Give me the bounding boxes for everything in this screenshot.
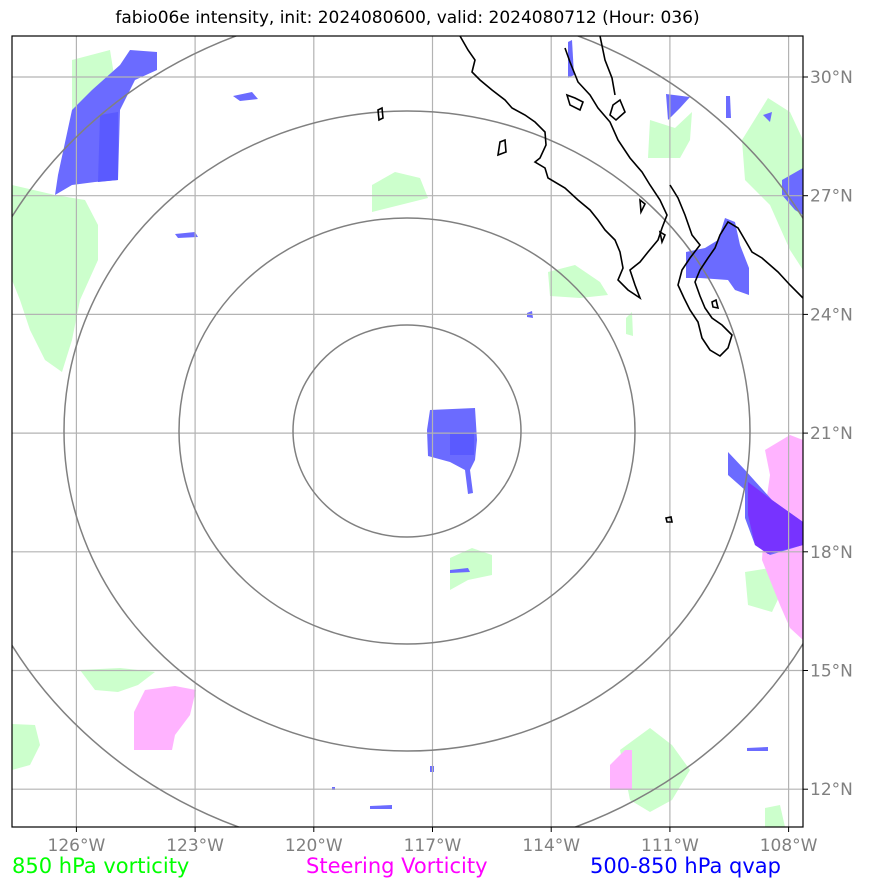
- legend-steering-vorticity: Steering Vorticity: [306, 854, 488, 878]
- map-area: [12, 36, 803, 827]
- latitude-labels: 30°N 27°N 24°N 21°N 18°N 15°N 12°N: [810, 68, 853, 800]
- lon-label: 123°W: [166, 836, 224, 856]
- lon-label: 111°W: [641, 836, 699, 856]
- lon-label: 126°W: [48, 836, 106, 856]
- lat-label: 27°N: [810, 187, 853, 207]
- lon-label: 120°W: [285, 836, 343, 856]
- lat-label: 24°N: [810, 305, 853, 325]
- plot-title: fabio06e intensity, init: 2024080600, va…: [115, 8, 700, 28]
- vorticity-850-fields: [12, 50, 803, 827]
- lon-label: 117°W: [404, 836, 462, 856]
- lat-label: 21°N: [810, 424, 853, 444]
- legend-850-vorticity: 850 hPa vorticity: [12, 854, 190, 878]
- graticule: [12, 36, 803, 827]
- range-rings: [12, 36, 803, 827]
- coastline: [377, 36, 803, 523]
- lat-label: 18°N: [810, 543, 853, 563]
- lat-label: 30°N: [810, 68, 853, 88]
- lat-label: 15°N: [810, 662, 853, 682]
- lat-label: 12°N: [810, 780, 853, 800]
- qvap-dense-fields: [98, 112, 803, 554]
- tick-marks: [75, 76, 808, 832]
- lon-label: 108°W: [760, 836, 818, 856]
- legend-qvap: 500-850 hPa qvap: [590, 854, 781, 878]
- map-frame: [11, 35, 804, 828]
- longitude-labels: 126°W 123°W 120°W 117°W 114°W 111°W 108°…: [48, 836, 818, 856]
- lon-label: 114°W: [522, 836, 580, 856]
